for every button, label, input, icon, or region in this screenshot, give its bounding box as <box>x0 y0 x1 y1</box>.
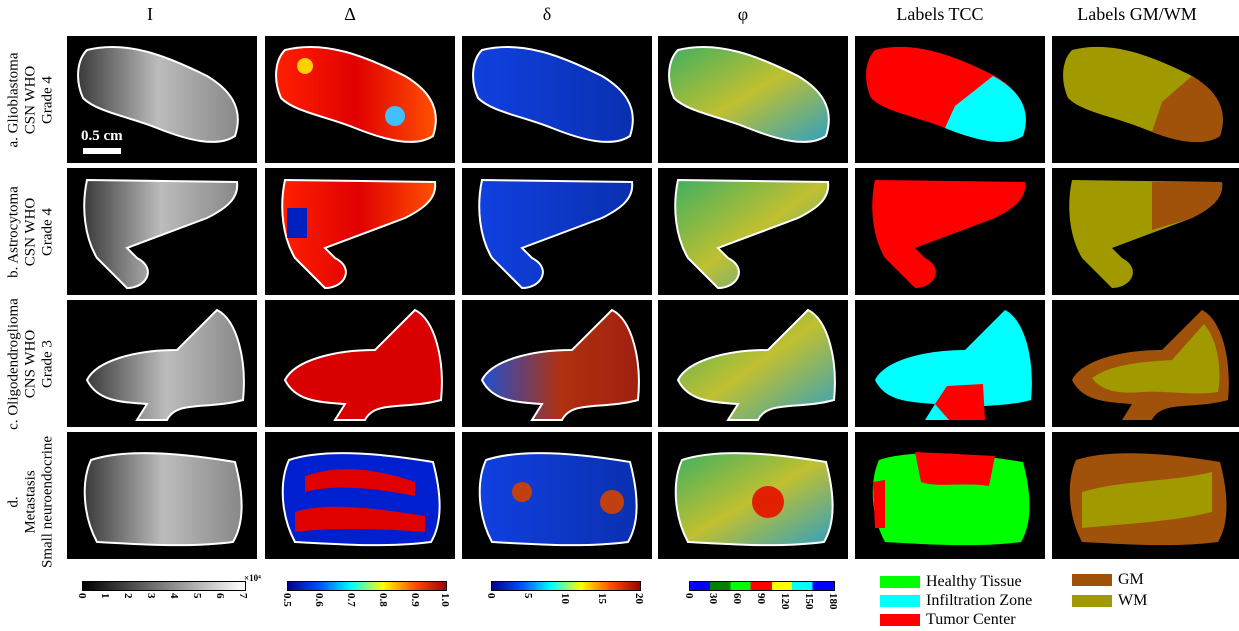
legend-healthy-tissue: Healthy Tissue <box>880 573 1022 591</box>
image-b-phi <box>658 168 848 295</box>
legend-gm: GM <box>1072 571 1144 589</box>
image-c-Delta <box>265 300 455 427</box>
column-header-labels-tcc: Labels TCC <box>896 4 984 24</box>
image-c-labels-tcc <box>855 300 1045 427</box>
image-a-labels-tcc <box>855 36 1045 163</box>
colorbar-Delta <box>287 581 447 591</box>
image-d-phi <box>658 432 848 559</box>
legend-swatch <box>880 595 920 608</box>
legend-swatch <box>1072 574 1112 587</box>
image-d-delta <box>462 432 652 559</box>
image-b-delta <box>462 168 652 295</box>
colorbar-I-exponent: ×10⁴ <box>244 573 261 583</box>
colorbar-I <box>82 581 246 591</box>
legend-infiltration-zone: Infiltration Zone <box>880 592 1032 610</box>
image-d-labels-gmwm <box>1052 432 1239 559</box>
row-label-b: b. Astrocytoma CSN WHO Grade 4 <box>5 185 56 278</box>
legend-wm: WM <box>1072 592 1147 610</box>
image-a-intensity <box>67 36 257 163</box>
scale-bar <box>83 148 121 154</box>
image-c-delta <box>462 300 652 427</box>
image-b-intensity <box>67 168 257 295</box>
row-label-d: d. Metastasis Small neuroendocrine <box>5 435 56 569</box>
image-d-intensity <box>67 432 257 559</box>
image-a-delta <box>462 36 652 163</box>
legend-swatch <box>1072 595 1112 608</box>
image-d-labels-tcc <box>855 432 1045 559</box>
image-c-labels-gmwm <box>1052 300 1239 427</box>
column-header-Delta: Δ <box>344 4 356 24</box>
column-header-delta: δ <box>542 4 552 24</box>
row-label-a: a. Glioblastoma CSN WHO Grade 4 <box>5 52 56 147</box>
column-header-labels-gmwm: Labels GM/WM <box>1077 4 1197 24</box>
scale-bar-label: 0.5 cm <box>81 128 123 144</box>
image-a-Delta <box>265 36 455 163</box>
legend-tumor-center: Tumor Center <box>880 611 1016 629</box>
image-a-phi <box>658 36 848 163</box>
column-header-phi: φ <box>737 4 749 24</box>
colorbar-phi <box>689 581 835 591</box>
image-d-Delta <box>265 432 455 559</box>
image-c-intensity <box>67 300 257 427</box>
row-label-c: c. Oligodendroglioma CNS WHO Grade 3 <box>5 297 56 430</box>
colorbar-delta <box>491 581 641 591</box>
image-b-labels-tcc <box>855 168 1045 295</box>
image-c-phi <box>658 300 848 427</box>
image-b-labels-gmwm <box>1052 168 1239 295</box>
legend-swatch <box>880 614 920 627</box>
image-b-Delta <box>265 168 455 295</box>
column-header-I: I <box>147 4 153 24</box>
image-a-labels-gmwm <box>1052 36 1239 163</box>
legend-swatch <box>880 576 920 589</box>
